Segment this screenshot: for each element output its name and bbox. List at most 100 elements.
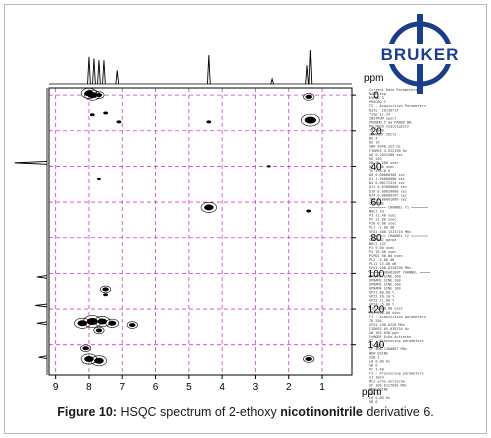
proton-projection-1d — [49, 49, 352, 85]
cross-peak-core — [304, 116, 316, 124]
cross-peak-contour — [300, 113, 320, 127]
parameter-line: SSB 2 — [369, 355, 380, 359]
parameter-line: P3 9.00 usec — [369, 246, 394, 250]
parameter-line: P19 600.00 usec — [369, 311, 401, 315]
parameter-line: NUC1 1H — [369, 210, 384, 214]
carbon-projection-peak — [36, 275, 48, 279]
parameter-line: TD 2048 — [369, 129, 384, 133]
cross-peak-core — [103, 111, 109, 115]
cross-peak-contour — [105, 318, 120, 328]
y-tick-label: 20 — [370, 126, 382, 137]
parameter-line: D1 1.50000000 sec — [369, 177, 405, 181]
parameter-line: Current Data Parameters — [369, 88, 417, 92]
parameter-line: ZGOPTNS — [369, 201, 384, 205]
proton-projection-peak — [206, 55, 211, 85]
cross-peak — [89, 113, 95, 117]
parameter-line: SF 400.1300087 MHz — [369, 347, 407, 351]
parameter-line: PC 1.40 — [369, 367, 384, 371]
parameter-line: PULPROG hsqcetgpsi2 — [369, 124, 409, 128]
cross-peak-core — [84, 355, 94, 362]
parameter-line: DW 99.200 usec — [369, 161, 399, 165]
parameter-line: SI 1024 — [369, 376, 384, 380]
parameter-line: P2 22.80 usec — [369, 218, 396, 222]
cross-peak-contour — [303, 355, 315, 363]
cross-peak — [103, 293, 109, 297]
x-tick-label: 8 — [86, 382, 92, 393]
parameter-line: GPZ1 80.00 % — [369, 291, 395, 295]
parameter-line: GPZ2 20.10 % — [369, 295, 395, 299]
bruker-logo: BRUKER — [376, 14, 464, 94]
parameter-line: P1 11.40 usec — [369, 214, 396, 218]
cross-peak-contour — [93, 91, 105, 99]
plot-grid — [49, 88, 352, 375]
x-tick-label: 7 — [119, 382, 125, 393]
proton-projection-peak — [87, 56, 91, 85]
parameter-line: F2 - Processing parameters — [369, 339, 424, 343]
y-tick-label: 140 — [368, 340, 385, 351]
parameter-line: AQ 0.2031900 sec — [369, 153, 403, 157]
parameter-line: NS 4 — [369, 137, 377, 141]
parameter-line: D11 0.03000000 sec — [369, 185, 407, 189]
proton-projection-peak — [270, 77, 274, 85]
parameter-line: RG 203 — [369, 157, 382, 161]
carbon-projection-peak — [14, 161, 48, 165]
cross-peak — [126, 321, 138, 329]
parameter-line: SWH 5040.323 Hz — [369, 145, 401, 149]
cross-peak — [103, 111, 109, 115]
parameter-line: NUC2 13C — [369, 242, 386, 246]
logo-text-backdrop — [376, 44, 464, 64]
cross-peaks — [74, 87, 320, 367]
parameter-line: IN0 0.00001680 sec — [369, 197, 407, 201]
carbon-projection-peak — [36, 321, 48, 326]
parameter-line: ======== CHANNEL f1 ======== — [369, 205, 428, 209]
cross-peak — [200, 202, 217, 213]
cross-peak-core — [305, 94, 312, 99]
cross-peak-contour — [80, 87, 98, 99]
parameter-line: PL2 -3.00 dB — [369, 258, 394, 262]
cross-peak-core — [94, 357, 104, 364]
y-tick-label: 60 — [370, 198, 382, 209]
x-axis-label: ppm — [362, 387, 381, 398]
caption-text-post: derivative 6. — [362, 405, 434, 419]
logo-text: BRUKER — [381, 45, 460, 64]
cross-peak — [206, 120, 212, 124]
parameter-line: INSTRUM spect — [369, 116, 396, 120]
x-tick-label: 1 — [319, 382, 325, 393]
parameter-line: SFO2 100.6228298 MHz — [369, 266, 411, 270]
parameter-line: D0 0.00000300 sec — [369, 173, 405, 177]
cross-peak-contour — [126, 321, 138, 329]
cross-peak — [303, 93, 315, 101]
cross-peak — [90, 355, 108, 367]
parameter-line: GPZ4 -5.00 % — [369, 303, 395, 307]
parameter-line: SI 1024 — [369, 343, 384, 347]
cross-peak-core — [103, 293, 109, 297]
parameter-line: PL12 15.00 dB — [369, 262, 396, 266]
cross-peak-core — [89, 113, 95, 117]
parameter-line: PROBHD 5 mm PABBO BB- — [369, 120, 413, 124]
cross-peak-contour — [80, 344, 92, 352]
parameter-line: P28 0.00 usec — [369, 222, 396, 226]
parameter-line: GPNAM2 SINE.100 — [369, 278, 401, 282]
y-tick-label: 120 — [368, 305, 385, 316]
x-axis: 9 8 7 6 5 4 3 2 1 ppm — [53, 375, 381, 398]
parameter-line: F2 - Acquisition Parameters — [369, 104, 426, 108]
parameter-line: GPNAM4 SINE.100 — [369, 286, 401, 290]
cross-peak-core — [97, 318, 108, 325]
cross-peak-core — [95, 93, 103, 98]
proton-projection-peak — [92, 58, 96, 85]
parameter-line: WDW QSINE — [369, 388, 388, 392]
parameter-line: SSB 2 — [369, 392, 380, 396]
parameter-line: PCPD2 80.00 usec — [369, 254, 403, 258]
cross-peak-core — [266, 165, 271, 168]
parameter-line: EXPNO 3 — [369, 96, 384, 100]
cross-peak — [93, 91, 105, 99]
cross-peak-core — [305, 356, 312, 361]
cross-peak-core — [129, 323, 136, 328]
parameter-line: FnMODE Echo-Antiecho — [369, 335, 411, 339]
plot-area-border — [48, 87, 353, 376]
y-tick-label: 0 — [373, 91, 379, 102]
parameter-line: WDW QSINE — [369, 351, 388, 355]
cross-peak-core — [108, 320, 117, 326]
parameter-line: SOLVENT CDCl3 — [369, 133, 396, 137]
